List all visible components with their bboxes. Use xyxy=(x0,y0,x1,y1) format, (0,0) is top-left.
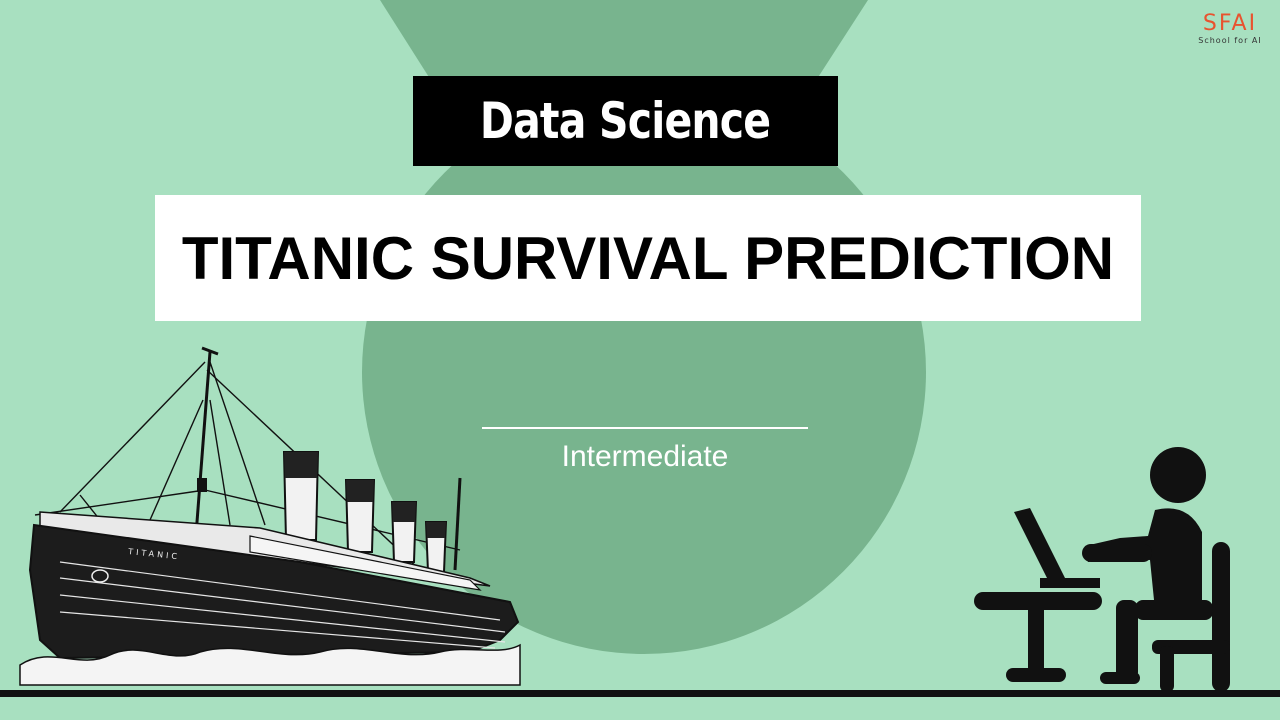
ship-illustration: TITANIC xyxy=(19,346,521,686)
category-label: Data Science xyxy=(480,92,771,150)
difficulty-level: Intermediate xyxy=(561,440,729,473)
category-banner: Data Science xyxy=(413,76,838,166)
level-divider xyxy=(482,427,808,429)
page-title: TITANIC SURVIVAL PREDICTION xyxy=(181,224,1115,292)
title-banner: TITANIC SURVIVAL PREDICTION xyxy=(155,195,1141,321)
logo-mark: SFAI xyxy=(1202,11,1258,36)
logo-tagline: School for AI xyxy=(1198,36,1262,45)
ground-line xyxy=(0,690,1280,697)
sfai-logo: SFAI School for AI xyxy=(1188,12,1272,46)
person-at-laptop-icon xyxy=(974,447,1230,692)
